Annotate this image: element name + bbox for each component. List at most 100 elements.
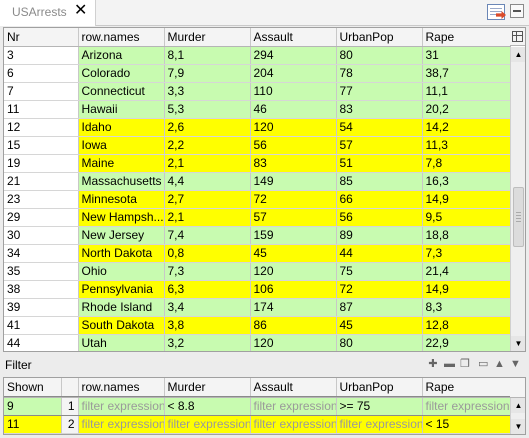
move-down-icon[interactable]: ▼ <box>510 358 521 370</box>
row-number-cell[interactable]: 23 <box>4 190 79 209</box>
cell-rape[interactable]: 7,3 <box>422 244 511 263</box>
cell-assault[interactable]: 174 <box>250 298 337 317</box>
cell-rape[interactable]: 14,2 <box>422 118 511 137</box>
cell-name[interactable]: Ohio <box>78 262 165 281</box>
cell-name[interactable]: Maine <box>78 154 165 173</box>
row-number-cell[interactable]: 11 <box>4 100 79 119</box>
table-row[interactable]: 41 South Dakota 3,8 86 45 12,8 <box>4 316 511 335</box>
cell-assault[interactable]: 204 <box>250 64 337 83</box>
filter-scroll-down-button[interactable]: ▼ <box>511 419 525 434</box>
filter-cell-urbanpop[interactable]: filter expression <box>336 415 423 434</box>
cell-urbanpop[interactable]: 45 <box>336 316 423 335</box>
row-number-cell[interactable]: 12 <box>4 118 79 137</box>
minimize-icon[interactable] <box>510 4 524 18</box>
cell-urbanpop[interactable]: 51 <box>336 154 423 173</box>
cell-rape[interactable]: 8,3 <box>422 298 511 317</box>
cell-urbanpop[interactable]: 80 <box>336 334 423 351</box>
column-header-3[interactable]: Assault <box>250 28 337 47</box>
cell-name[interactable]: New Jersey <box>78 226 165 245</box>
filter-cell-murder[interactable]: < 8.8 <box>164 397 251 416</box>
cell-rape[interactable]: 21,4 <box>422 262 511 281</box>
cell-murder[interactable]: 3,8 <box>164 316 251 335</box>
cell-urbanpop[interactable]: 78 <box>336 64 423 83</box>
cell-rape[interactable]: 12,8 <box>422 316 511 335</box>
cell-name[interactable]: North Dakota <box>78 244 165 263</box>
cell-rape[interactable]: 22,9 <box>422 334 511 351</box>
close-icon[interactable]: ✕ <box>74 2 88 19</box>
filter-cell-row_names[interactable]: filter expression <box>78 397 165 416</box>
cell-assault[interactable]: 120 <box>250 118 337 137</box>
cell-murder[interactable]: 7,4 <box>164 226 251 245</box>
table-row[interactable]: 38 Pennsylvania 6,3 106 72 14,9 <box>4 280 511 299</box>
filter-row[interactable]: 11 2 filter expression filter expression fil… <box>4 415 511 434</box>
row-number-cell[interactable]: 39 <box>4 298 79 317</box>
cell-rape[interactable]: 20,2 <box>422 100 511 119</box>
column-header-0[interactable]: Nr <box>4 28 79 47</box>
filter-cell-murder[interactable]: filter expression <box>164 415 251 434</box>
table-row[interactable]: 39 Rhode Island 3,4 174 87 8,3 <box>4 298 511 317</box>
table-row[interactable]: 29 New Hampsh... 2,1 57 56 9,5 <box>4 208 511 227</box>
scroll-up-button[interactable]: ▲ <box>511 47 525 62</box>
cell-murder[interactable]: 7,9 <box>164 64 251 83</box>
cell-assault[interactable]: 56 <box>250 136 337 155</box>
column-header-1[interactable]: row.names <box>78 28 165 47</box>
scroll-down-button[interactable]: ▼ <box>511 336 525 351</box>
filter-cell-urbanpop[interactable]: >= 75 <box>336 397 423 416</box>
row-number-cell[interactable]: 29 <box>4 208 79 227</box>
cell-name[interactable]: Iowa <box>78 136 165 155</box>
table-row[interactable]: 21 Massachusetts 4,4 149 85 16,3 <box>4 172 511 191</box>
cell-assault[interactable]: 294 <box>250 46 337 65</box>
table-row[interactable]: 12 Idaho 2,6 120 54 14,2 <box>4 118 511 137</box>
cell-murder[interactable]: 2,2 <box>164 136 251 155</box>
copy-filter-icon[interactable]: ❐ <box>460 358 470 370</box>
cell-assault[interactable]: 46 <box>250 100 337 119</box>
cell-name[interactable]: Minnesota <box>78 190 165 209</box>
export-icon[interactable] <box>487 4 506 20</box>
table-row[interactable]: 35 Ohio 7,3 120 75 21,4 <box>4 262 511 281</box>
cell-name[interactable]: Colorado <box>78 64 165 83</box>
cell-urbanpop[interactable]: 57 <box>336 136 423 155</box>
cell-urbanpop[interactable]: 77 <box>336 82 423 101</box>
cell-name[interactable]: Massachusetts <box>78 172 165 191</box>
cell-murder[interactable]: 8,1 <box>164 46 251 65</box>
cell-assault[interactable]: 120 <box>250 334 337 351</box>
cell-name[interactable]: Utah <box>78 334 165 351</box>
cell-rape[interactable]: 11,3 <box>422 136 511 155</box>
cell-name[interactable]: South Dakota <box>78 316 165 335</box>
cell-name[interactable]: Pennsylvania <box>78 280 165 299</box>
table-row[interactable]: 30 New Jersey 7,4 159 89 18,8 <box>4 226 511 245</box>
cell-urbanpop[interactable]: 44 <box>336 244 423 263</box>
row-number-cell[interactable]: 34 <box>4 244 79 263</box>
cell-murder[interactable]: 2,6 <box>164 118 251 137</box>
cell-urbanpop[interactable]: 54 <box>336 118 423 137</box>
cell-assault[interactable]: 45 <box>250 244 337 263</box>
cell-rape[interactable]: 16,3 <box>422 172 511 191</box>
scrollbar-thumb[interactable] <box>513 187 524 247</box>
cell-assault[interactable]: 57 <box>250 208 337 227</box>
cell-assault[interactable]: 86 <box>250 316 337 335</box>
column-header-4[interactable]: UrbanPop <box>336 28 423 47</box>
table-row[interactable]: 44 Utah 3,2 120 80 22,9 <box>4 334 511 351</box>
table-row[interactable]: 19 Maine 2,1 83 51 7,8 <box>4 154 511 173</box>
column-chooser-icon[interactable] <box>510 28 525 46</box>
filter-row[interactable]: 9 1 filter expression < 8.8 filter expressio… <box>4 396 511 416</box>
cell-rape[interactable]: 9,5 <box>422 208 511 227</box>
cell-name[interactable]: Arizona <box>78 46 165 65</box>
row-number-cell[interactable]: 6 <box>4 64 79 83</box>
table-row[interactable]: 34 North Dakota 0,8 45 44 7,3 <box>4 244 511 263</box>
table-row[interactable]: 7 Connecticut 3,3 110 77 11,1 <box>4 82 511 101</box>
table-row[interactable]: 3 Arizona 8,1 294 80 31 <box>4 46 511 65</box>
row-number-cell[interactable]: 30 <box>4 226 79 245</box>
cell-rape[interactable]: 38,7 <box>422 64 511 83</box>
cell-rape[interactable]: 11,1 <box>422 82 511 101</box>
cell-name[interactable]: New Hampsh... <box>78 208 165 227</box>
row-number-cell[interactable]: 41 <box>4 316 79 335</box>
move-up-icon[interactable]: ▲ <box>494 358 505 370</box>
filter-cell-rape[interactable]: < 15 <box>422 415 511 434</box>
filter-cell-row_names[interactable]: filter expression <box>78 415 165 434</box>
clear-filter-icon[interactable]: ▭ <box>478 358 489 370</box>
column-header-2[interactable]: Murder <box>164 28 251 47</box>
cell-assault[interactable]: 106 <box>250 280 337 299</box>
cell-urbanpop[interactable]: 80 <box>336 46 423 65</box>
cell-urbanpop[interactable]: 66 <box>336 190 423 209</box>
